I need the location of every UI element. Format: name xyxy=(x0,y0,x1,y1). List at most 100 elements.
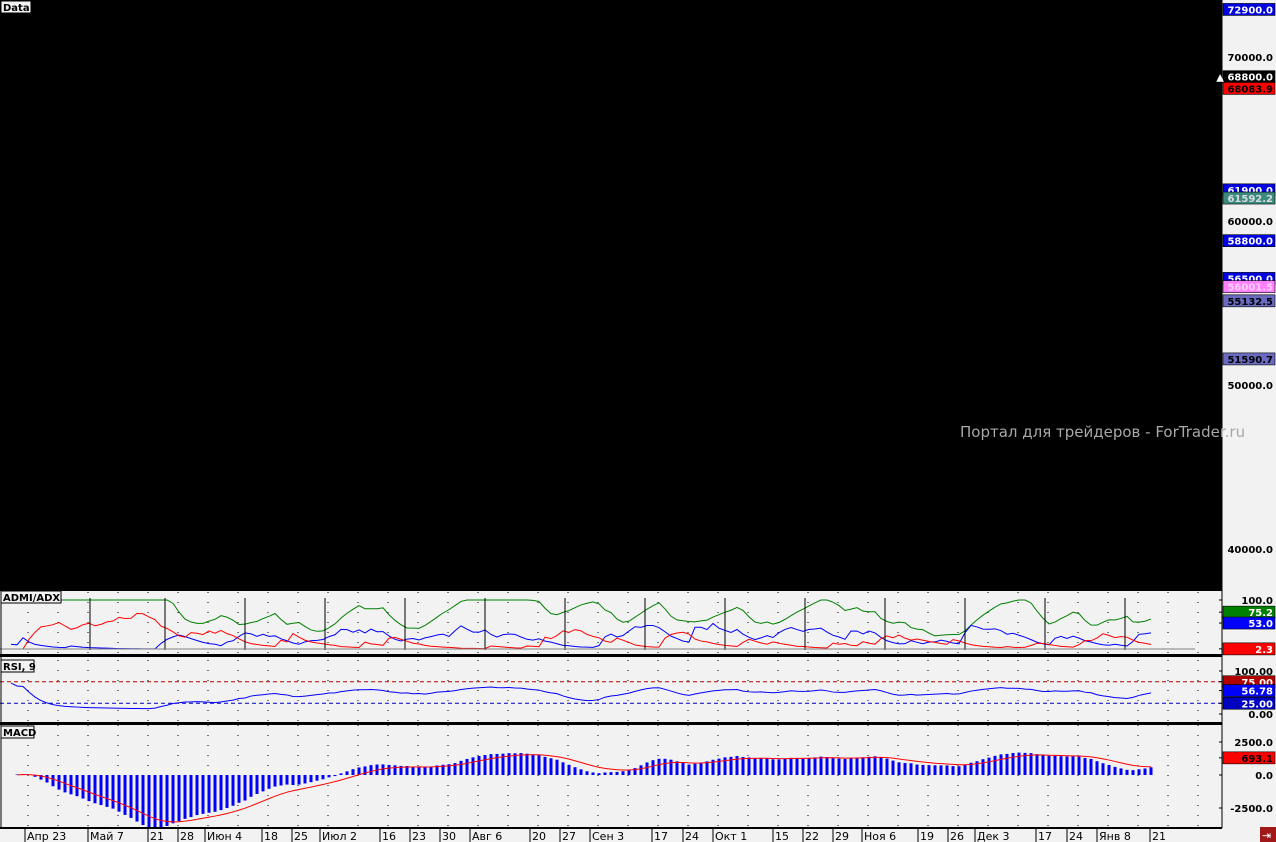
macd-bar xyxy=(147,775,151,828)
macd-bar xyxy=(219,775,223,811)
price-label: 68083.9 xyxy=(1227,84,1273,95)
macd-bar xyxy=(807,758,811,775)
macd-bar xyxy=(903,763,907,775)
scroll-end-button[interactable]: ⇥ xyxy=(1260,827,1276,842)
macd-bar xyxy=(183,775,187,819)
macd-bar xyxy=(321,775,325,780)
macd-label: 2500.0 xyxy=(1234,738,1273,749)
rsi-label: 100.00 xyxy=(1234,667,1273,678)
date-label: Окт 1 xyxy=(715,830,747,842)
macd-bar xyxy=(195,775,199,816)
macd-bar xyxy=(585,771,589,775)
macd-bar xyxy=(423,767,427,775)
macd-bar xyxy=(411,766,415,775)
macd-bar xyxy=(1089,758,1093,775)
macd-bar xyxy=(561,762,565,775)
date-label: Сен 3 xyxy=(592,830,624,842)
panel-divider xyxy=(0,722,1222,725)
macd-bar xyxy=(141,775,145,826)
macd-bar xyxy=(537,755,541,775)
macd-bar xyxy=(267,775,271,789)
macd-bar xyxy=(819,756,823,775)
price-label: 40000.0 xyxy=(1227,545,1273,556)
macd-bar xyxy=(495,754,499,775)
date-label: 16 xyxy=(382,830,396,842)
macd-bar xyxy=(279,775,283,786)
macd-bar xyxy=(273,775,277,787)
macd-bar xyxy=(609,772,613,775)
macd-bar xyxy=(447,764,451,775)
macd-bar xyxy=(993,755,997,775)
macd-bar xyxy=(921,764,925,775)
panel-title: Data xyxy=(3,3,30,14)
macd-bar xyxy=(825,757,829,775)
macd-bar xyxy=(387,764,391,775)
date-label: 24 xyxy=(685,830,699,842)
date-label: 25 xyxy=(294,830,308,842)
macd-bar xyxy=(723,757,727,775)
macd-bar xyxy=(927,765,931,775)
macd-bar xyxy=(843,758,847,775)
macd-bar xyxy=(333,775,337,777)
arrow-right-icon[interactable]: ⇥ xyxy=(1262,829,1271,842)
macd-bar xyxy=(699,762,703,775)
macd-bar xyxy=(1035,754,1039,775)
panel-frames xyxy=(0,0,1223,829)
macd-bar xyxy=(1017,752,1021,775)
macd-bar xyxy=(45,775,49,783)
macd-bar xyxy=(429,766,433,775)
macd-bar xyxy=(189,775,193,818)
macd-bar xyxy=(951,766,955,775)
macd-label: 693.1 xyxy=(1241,754,1273,765)
date-label: 30 xyxy=(442,830,456,842)
date-label: 22 xyxy=(805,830,819,842)
macd-bar xyxy=(747,757,751,775)
macd-bar xyxy=(711,759,715,775)
macd-bar xyxy=(1005,753,1009,775)
date-label: 19 xyxy=(920,830,934,842)
macd-bar xyxy=(117,775,121,812)
macd-bar xyxy=(1143,768,1147,775)
macd-bar xyxy=(1137,769,1141,775)
macd-bar xyxy=(831,758,835,775)
macd-bar xyxy=(789,757,793,775)
macd-bar xyxy=(39,775,43,780)
price-label: 58800.0 xyxy=(1227,237,1273,248)
date-label: Авг 6 xyxy=(472,830,502,842)
macd-bar xyxy=(531,754,535,775)
macd-bar xyxy=(1047,756,1051,775)
macd-bar xyxy=(735,756,739,775)
macd-bar xyxy=(465,758,469,775)
macd-bar xyxy=(177,775,181,822)
macd-bar xyxy=(1011,752,1015,775)
macd-bar xyxy=(753,757,757,775)
macd-bar xyxy=(381,764,385,775)
macd-bar xyxy=(801,758,805,775)
adx-label: 100.0 xyxy=(1241,596,1273,607)
macd-bar xyxy=(771,759,775,775)
macd-bar xyxy=(1095,761,1099,775)
macd-bar xyxy=(969,762,973,775)
date-label: Ноя 6 xyxy=(864,830,896,842)
macd-bar xyxy=(309,775,313,783)
macd-bar xyxy=(999,754,1003,775)
macd-bar xyxy=(93,775,97,804)
price-label: 56001.5 xyxy=(1227,283,1273,294)
macd-bar xyxy=(765,758,769,775)
macd-bar xyxy=(51,775,55,787)
rsi-label: 75.00 xyxy=(1241,678,1273,689)
macd-bar xyxy=(369,765,373,775)
price-label: 51590.7 xyxy=(1227,355,1273,366)
macd-bar xyxy=(795,757,799,775)
watermark: Портал для трейдеров - ForTrader.ru xyxy=(960,423,1245,441)
macd-bar xyxy=(483,755,487,775)
price-label: 55132.5 xyxy=(1227,297,1273,308)
adx-label: 2.3 xyxy=(1255,645,1273,656)
macd-bar xyxy=(663,758,667,775)
macd-bar xyxy=(165,775,169,826)
panel-title-rsi: RSI, 9 xyxy=(0,659,36,673)
macd-bar xyxy=(111,775,115,809)
macd-bar xyxy=(849,758,853,775)
